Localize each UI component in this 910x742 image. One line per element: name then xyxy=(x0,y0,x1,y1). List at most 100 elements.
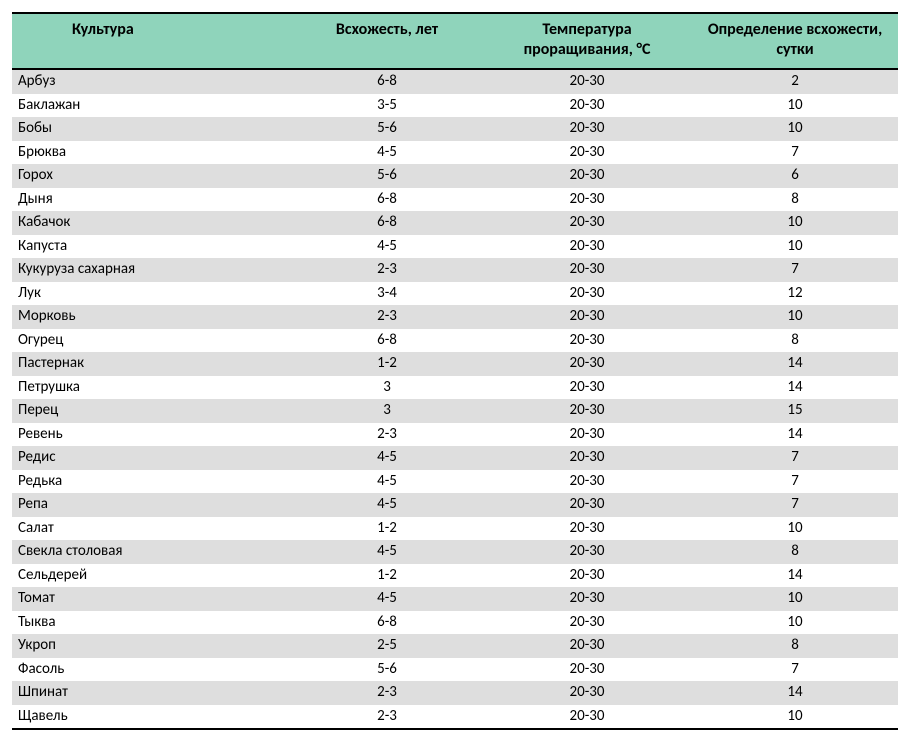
table-cell: 20-30 xyxy=(482,423,692,447)
table-cell: 14 xyxy=(692,681,898,705)
table-cell: 10 xyxy=(692,587,898,611)
table-cell: 20-30 xyxy=(482,446,692,470)
table-cell: 6-8 xyxy=(292,329,482,353)
table-cell: Петрушка xyxy=(12,376,292,400)
table-row: Кабачок6-820-3010 xyxy=(12,211,898,235)
table-cell: 7 xyxy=(692,658,898,682)
table-cell: 15 xyxy=(692,399,898,423)
table-row: Перец320-3015 xyxy=(12,399,898,423)
table-cell: 2-5 xyxy=(292,634,482,658)
table-row: Тыква6-820-3010 xyxy=(12,611,898,635)
table-cell: 5-6 xyxy=(292,117,482,141)
table-cell: Огурец xyxy=(12,329,292,353)
table-cell: 20-30 xyxy=(482,587,692,611)
table-cell: Лук xyxy=(12,282,292,306)
table-header: Культура Всхожесть, лет Температура прор… xyxy=(12,13,898,69)
table-cell: 6-8 xyxy=(292,611,482,635)
table-cell: Свекла столовая xyxy=(12,540,292,564)
table-cell: 5-6 xyxy=(292,164,482,188)
table-cell: 7 xyxy=(692,141,898,165)
table-cell: Брюква xyxy=(12,141,292,165)
table-cell: Морковь xyxy=(12,305,292,329)
table-cell: 3 xyxy=(292,399,482,423)
table-cell: 7 xyxy=(692,258,898,282)
table-body: Арбуз6-820-302Баклажан3-520-3010Бобы5-62… xyxy=(12,69,898,729)
table-cell: 1-2 xyxy=(292,564,482,588)
table-cell: 3-4 xyxy=(292,282,482,306)
table-cell: 20-30 xyxy=(482,188,692,212)
table-cell: 10 xyxy=(692,117,898,141)
table-cell: 3 xyxy=(292,376,482,400)
table-cell: 6-8 xyxy=(292,211,482,235)
table-cell: 8 xyxy=(692,634,898,658)
table-row: Лук3-420-3012 xyxy=(12,282,898,306)
table-row: Томат4-520-3010 xyxy=(12,587,898,611)
table-cell: 5-6 xyxy=(292,658,482,682)
table-row: Брюква4-520-307 xyxy=(12,141,898,165)
table-cell: 20-30 xyxy=(482,69,692,94)
table-row: Баклажан3-520-3010 xyxy=(12,94,898,118)
table-cell: 20-30 xyxy=(482,211,692,235)
table-cell: 20-30 xyxy=(482,235,692,259)
table-cell: 2-3 xyxy=(292,705,482,730)
table-cell: 4-5 xyxy=(292,141,482,165)
table-cell: 12 xyxy=(692,282,898,306)
table-cell: 4-5 xyxy=(292,493,482,517)
table-cell: 10 xyxy=(692,705,898,730)
table-row: Пастернак1-220-3014 xyxy=(12,352,898,376)
table-cell: 1-2 xyxy=(292,352,482,376)
table-cell: 20-30 xyxy=(482,681,692,705)
table-cell: 20-30 xyxy=(482,611,692,635)
table-cell: Шпинат xyxy=(12,681,292,705)
table-cell: Баклажан xyxy=(12,94,292,118)
table-row: Ревень2-320-3014 xyxy=(12,423,898,447)
table-cell: 20-30 xyxy=(482,470,692,494)
table-cell: Щавель xyxy=(12,705,292,730)
seed-germination-table: Культура Всхожесть, лет Температура прор… xyxy=(12,12,898,730)
table-cell: 14 xyxy=(692,376,898,400)
table-row: Щавель2-320-3010 xyxy=(12,705,898,730)
table-row: Капуста4-520-3010 xyxy=(12,235,898,259)
table-cell: 3-5 xyxy=(292,94,482,118)
table-cell: 20-30 xyxy=(482,493,692,517)
col-header-germination-years: Всхожесть, лет xyxy=(292,13,482,69)
table-cell: Репа xyxy=(12,493,292,517)
table-cell: Тыква xyxy=(12,611,292,635)
table-cell: 10 xyxy=(692,235,898,259)
table-cell: 20-30 xyxy=(482,94,692,118)
table-cell: Редис xyxy=(12,446,292,470)
table-cell: 20-30 xyxy=(482,658,692,682)
table-row: Редис4-520-307 xyxy=(12,446,898,470)
table-cell: 8 xyxy=(692,329,898,353)
table-cell: 4-5 xyxy=(292,446,482,470)
table-row: Арбуз6-820-302 xyxy=(12,69,898,94)
table-cell: Кабачок xyxy=(12,211,292,235)
table-cell: 2-3 xyxy=(292,423,482,447)
table-cell: 7 xyxy=(692,446,898,470)
table-row: Горох5-620-306 xyxy=(12,164,898,188)
table-cell: 2 xyxy=(692,69,898,94)
table-cell: 20-30 xyxy=(482,399,692,423)
table-cell: Сельдерей xyxy=(12,564,292,588)
table-cell: Фасоль xyxy=(12,658,292,682)
col-header-temperature: Температура проращивания, °C xyxy=(482,13,692,69)
table-cell: 20-30 xyxy=(482,282,692,306)
table-cell: Дыня xyxy=(12,188,292,212)
table-cell: 20-30 xyxy=(482,141,692,165)
table-cell: 10 xyxy=(692,94,898,118)
table-cell: 6-8 xyxy=(292,188,482,212)
table-cell: 10 xyxy=(692,611,898,635)
table-row: Репа4-520-307 xyxy=(12,493,898,517)
table-cell: 7 xyxy=(692,493,898,517)
table-row: Огурец6-820-308 xyxy=(12,329,898,353)
table-cell: Укроп xyxy=(12,634,292,658)
table-cell: 20-30 xyxy=(482,376,692,400)
table-cell: 8 xyxy=(692,540,898,564)
col-header-days: Определение всхожести, сутки xyxy=(692,13,898,69)
table-cell: 14 xyxy=(692,423,898,447)
table-row: Сельдерей1-220-3014 xyxy=(12,564,898,588)
table-cell: Кукуруза сахарная xyxy=(12,258,292,282)
table-cell: 4-5 xyxy=(292,587,482,611)
table-cell: Арбуз xyxy=(12,69,292,94)
table-cell: 4-5 xyxy=(292,470,482,494)
